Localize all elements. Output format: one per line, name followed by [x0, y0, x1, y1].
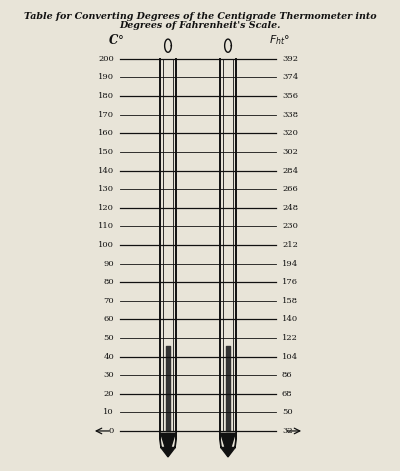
Text: 150: 150 [98, 148, 114, 156]
Text: $F_{ht}°$: $F_{ht}°$ [270, 33, 290, 47]
Text: 194: 194 [282, 260, 298, 268]
Text: 104: 104 [282, 353, 298, 360]
Text: 120: 120 [98, 204, 114, 211]
Text: 140: 140 [282, 316, 298, 323]
Text: 20: 20 [104, 390, 114, 398]
Text: 32: 32 [282, 427, 293, 435]
Text: 170: 170 [98, 111, 114, 119]
Text: 40: 40 [103, 353, 114, 360]
Text: 50: 50 [103, 334, 114, 342]
Text: 302: 302 [282, 148, 298, 156]
Text: 70: 70 [103, 297, 114, 305]
Text: Degrees of Fahrenheit's Scale.: Degrees of Fahrenheit's Scale. [119, 21, 281, 30]
Polygon shape [161, 433, 175, 457]
Text: 80: 80 [103, 278, 114, 286]
Text: 100: 100 [98, 241, 114, 249]
Text: 90: 90 [103, 260, 114, 268]
Text: 320: 320 [282, 130, 298, 137]
Text: C$°$: C$°$ [108, 33, 124, 47]
Text: 180: 180 [98, 92, 114, 100]
Text: 284: 284 [282, 167, 298, 174]
Text: 68: 68 [282, 390, 293, 398]
Text: 30: 30 [103, 371, 114, 379]
Text: 392: 392 [282, 55, 298, 63]
Text: 140: 140 [98, 167, 114, 174]
Text: 130: 130 [98, 185, 114, 193]
Text: 60: 60 [104, 316, 114, 323]
Text: 230: 230 [282, 222, 298, 230]
Polygon shape [221, 433, 235, 457]
Text: 190: 190 [98, 73, 114, 81]
Text: 248: 248 [282, 204, 298, 211]
Text: 86: 86 [282, 371, 293, 379]
Text: 110: 110 [98, 222, 114, 230]
Text: 200: 200 [98, 55, 114, 63]
Text: 10: 10 [103, 408, 114, 416]
Text: Table for Converting Degrees of the Centigrade Thermometer into: Table for Converting Degrees of the Cent… [24, 12, 376, 21]
Text: 50: 50 [282, 408, 293, 416]
Text: 212: 212 [282, 241, 298, 249]
Text: 356: 356 [282, 92, 298, 100]
Polygon shape [160, 431, 176, 457]
Polygon shape [220, 431, 236, 457]
Text: 122: 122 [282, 334, 298, 342]
Text: 266: 266 [282, 185, 298, 193]
Text: 338: 338 [282, 111, 298, 119]
Text: 158: 158 [282, 297, 298, 305]
Text: 176: 176 [282, 278, 298, 286]
Text: 160: 160 [98, 130, 114, 137]
Text: 0: 0 [109, 427, 114, 435]
Text: 374: 374 [282, 73, 298, 81]
